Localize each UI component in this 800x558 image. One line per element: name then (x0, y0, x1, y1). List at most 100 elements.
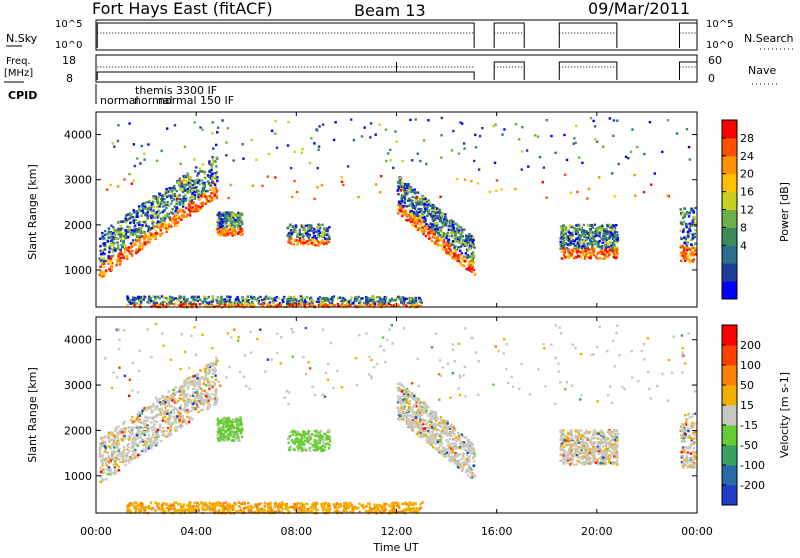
range-cell (207, 385, 209, 387)
range-cell (341, 181, 343, 183)
range-cell (99, 466, 101, 468)
range-cell (211, 132, 213, 134)
range-cell (132, 243, 134, 245)
range-cell (157, 433, 159, 435)
range-cell (204, 298, 206, 300)
freq-label-2: [MHz] (4, 68, 33, 79)
range-cell (423, 139, 425, 141)
range-cell (347, 165, 349, 167)
range-cell (108, 461, 110, 463)
range-cell (591, 226, 593, 228)
range-cell (158, 304, 160, 306)
range-cell (265, 295, 267, 297)
range-cell (100, 257, 102, 259)
range-cell (613, 238, 615, 240)
range-cell (328, 241, 330, 243)
range-cell (158, 215, 160, 217)
range-cell (114, 430, 116, 432)
range-cell (161, 219, 163, 221)
range-cell (156, 439, 158, 441)
range-cell (357, 196, 359, 198)
range-cell (361, 297, 363, 299)
range-cell (164, 209, 166, 211)
range-cell (200, 195, 202, 197)
range-cell (185, 384, 187, 386)
range-cell (299, 233, 301, 235)
range-cell (588, 257, 590, 259)
range-cell (202, 171, 204, 173)
range-cell (144, 450, 146, 452)
range-cell (212, 182, 214, 184)
range-cell (191, 184, 193, 186)
range-cell (213, 187, 215, 189)
range-cell (104, 445, 106, 447)
range-cell (616, 239, 618, 241)
range-cell (578, 156, 580, 158)
range-cell (684, 254, 686, 256)
range-cell (607, 243, 609, 245)
range-cell (397, 189, 399, 191)
range-cell (449, 241, 451, 243)
range-cell (357, 296, 359, 298)
colorbar-segment (722, 210, 737, 228)
range-cell (129, 222, 131, 224)
range-cell (694, 250, 696, 252)
range-cell (156, 202, 158, 204)
range-cell (176, 429, 178, 431)
range-cell (439, 244, 441, 246)
colorbar-tick-label: 8 (740, 221, 747, 234)
range-cell (318, 145, 320, 147)
range-cell (233, 232, 235, 234)
range-cell (128, 435, 130, 437)
range-cell (196, 377, 198, 379)
range-cell (398, 187, 400, 189)
range-cell (379, 191, 381, 193)
range-cell (614, 246, 616, 248)
range-cell (162, 427, 164, 429)
range-cell (229, 296, 231, 298)
range-cell (145, 225, 147, 227)
range-cell (567, 235, 569, 237)
freq-segment (679, 62, 697, 80)
range-cell (236, 296, 238, 298)
range-cell (287, 121, 289, 123)
range-cell (168, 224, 170, 226)
range-cell (445, 241, 447, 243)
range-cell (293, 302, 295, 304)
range-cell (116, 437, 118, 439)
range-cell (318, 230, 320, 232)
range-cell (193, 380, 195, 382)
range-cell (176, 391, 178, 393)
range-cell (207, 380, 209, 382)
range-cell (141, 410, 143, 412)
range-cell (302, 229, 304, 231)
range-cell (469, 245, 471, 247)
range-cell (559, 248, 561, 250)
range-cell (150, 426, 152, 428)
range-cell (292, 440, 294, 442)
range-cell (687, 247, 689, 249)
range-cell (434, 228, 436, 230)
range-cell (407, 200, 409, 202)
range-cell (200, 377, 202, 379)
range-cell (376, 300, 378, 302)
range-cell (204, 390, 206, 392)
range-cell (110, 262, 112, 264)
range-cell (350, 118, 352, 120)
range-cell (577, 231, 579, 233)
range-cell (118, 466, 120, 468)
range-cell (241, 223, 243, 225)
range-cell (154, 296, 156, 298)
range-cell (292, 243, 294, 245)
range-cell (588, 188, 590, 190)
range-cell (124, 251, 126, 253)
range-cell (152, 209, 154, 211)
range-cell (304, 304, 306, 306)
range-cell (598, 240, 600, 242)
range-cell (413, 220, 415, 222)
range-cell (289, 241, 291, 243)
range-cell (117, 221, 119, 223)
range-cell (133, 420, 135, 422)
range-cell (680, 230, 682, 232)
